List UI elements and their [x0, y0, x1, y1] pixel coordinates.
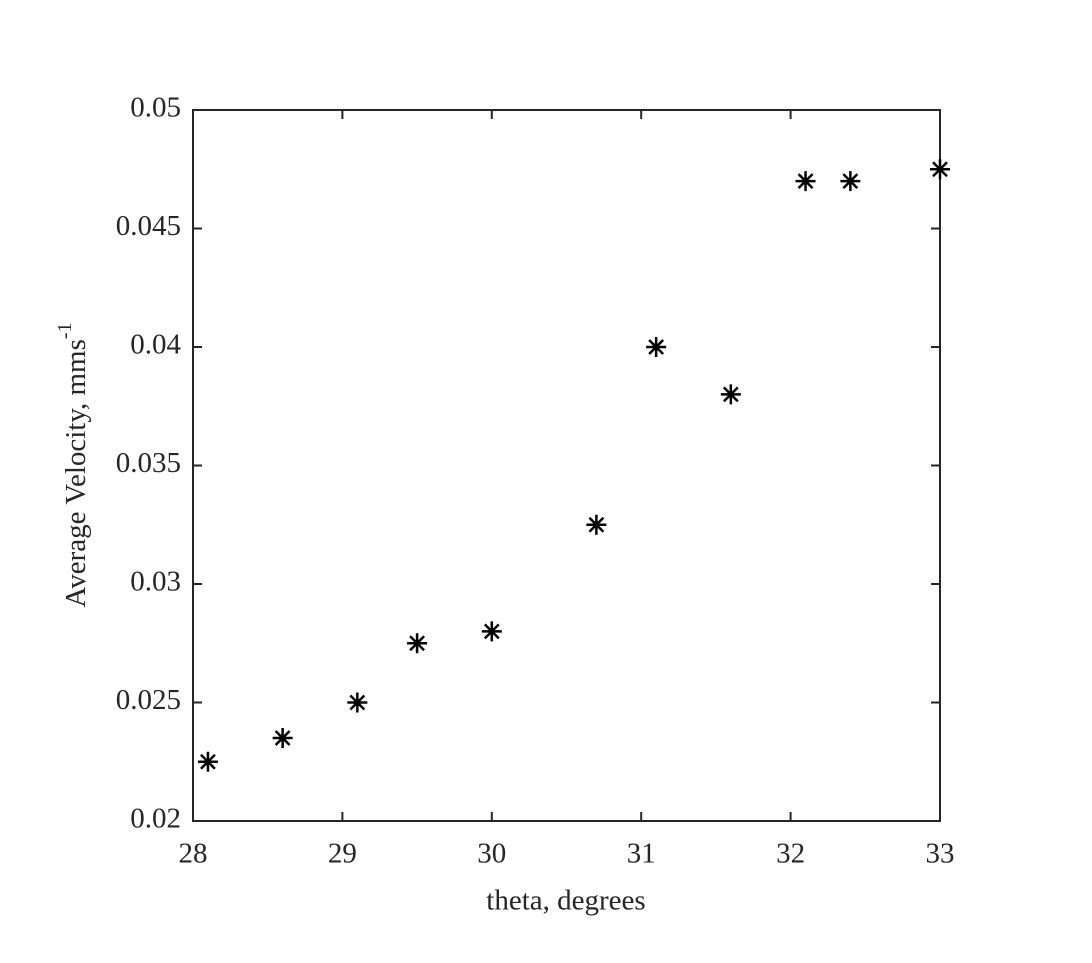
x-tick-label: 30	[477, 838, 506, 870]
x-axis-label: theta, degrees	[486, 885, 645, 917]
point	[840, 171, 861, 192]
y-axis-label-superscript: -1	[54, 322, 76, 339]
x-tick-label: 31	[627, 838, 656, 870]
point	[795, 171, 816, 192]
point	[197, 751, 218, 772]
point	[586, 514, 607, 535]
y-tick-label: 0.02	[130, 803, 181, 835]
y-axis-label-text: Average Velocity, mms	[60, 339, 92, 607]
point	[930, 159, 950, 180]
point	[481, 621, 502, 642]
point	[407, 633, 428, 654]
y-tick-label: 0.05	[130, 92, 181, 124]
point	[646, 337, 667, 357]
plot-frame	[192, 109, 941, 822]
y-tick-label: 0.04	[130, 329, 181, 361]
point	[272, 728, 293, 749]
point	[720, 384, 741, 405]
x-tick-label: 28	[179, 838, 208, 870]
y-tick-label: 0.03	[130, 566, 181, 598]
x-tick-label: 33	[926, 838, 955, 870]
y-tick-label: 0.035	[116, 447, 181, 479]
y-tick-label: 0.025	[116, 684, 181, 716]
x-tick-label: 29	[328, 838, 357, 870]
point	[347, 692, 368, 713]
x-tick-label: 32	[776, 838, 805, 870]
y-axis-label: Average Velocity, mms-1	[54, 322, 92, 607]
y-tick-label: 0.045	[116, 210, 181, 242]
